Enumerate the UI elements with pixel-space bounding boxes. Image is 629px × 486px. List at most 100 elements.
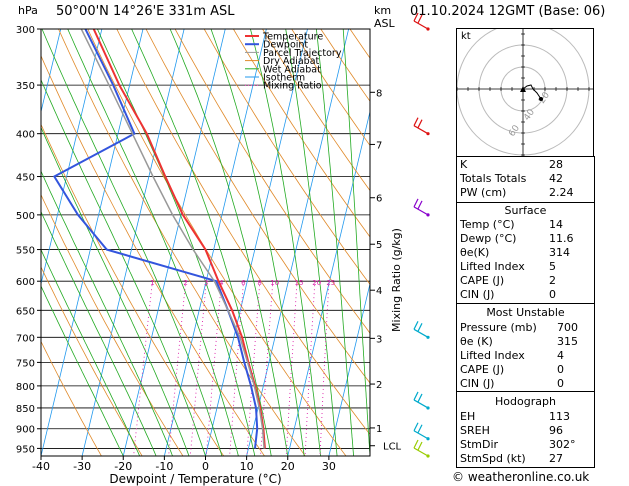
altitude-tick-label: 4 [376,286,382,297]
surface-cin-value: 0 [549,288,556,301]
dry-adiabat-line [41,340,102,456]
mixing-ratio-line [168,281,187,456]
wet-adiabat-line [342,29,370,456]
wind-barb-point [426,454,430,458]
pressure-tick-label: 850 [16,404,35,415]
wet-adiabat-line [41,248,141,456]
altitude-tick-label: 1 [376,424,382,435]
mu-thetae-value: 315 [557,335,578,348]
hodo-stmspd-value: 27 [549,452,563,465]
altitude-tick-label: LCL [383,442,402,453]
temperature-tick-label: -20 [114,460,132,473]
mixing-ratio-label: 10 [270,279,279,287]
wet-adiabat-line [285,29,338,456]
x-axis-title: Dewpoint / Temperature (°C) [109,472,281,486]
plot-frame [40,28,371,457]
wind-barb-flag [413,422,419,431]
isotherm-line [328,282,370,456]
temperature-line [92,29,266,449]
isotherm-line [205,29,308,456]
dry-adiabat-line [291,29,370,147]
altitude-tick-label: 7 [376,140,382,151]
hodograph-kt-label: kt [461,31,471,42]
hodo-stmdir-value: 302° [549,438,576,451]
surface-dewp-label: Dewp (°C) [460,232,517,245]
hodograph-panel: kt 20 40 60 [456,28,594,166]
wet-adiabat-line [131,29,272,456]
wind-barb-flag [413,198,419,208]
most-unstable-title: Most Unstable [486,306,565,319]
wet-adiabat-line [41,285,124,456]
wet-adiabat-line [41,78,206,456]
surface-cape-value: 2 [549,274,556,287]
isotherm-line [41,29,144,456]
isotherm-line [122,29,226,456]
pressure-tick-label: 750 [16,358,35,369]
mu-pressure-value: 700 [557,321,578,334]
mixing-ratio-label: 25 [326,279,335,287]
mixing-ratio-label: 8 [257,279,261,287]
surface-li-value: 5 [549,260,556,273]
mu-cape-label: CAPE (J) [460,363,505,376]
mixing-ratio-label: 2 [183,279,187,287]
legend-label: Dewpoint [263,40,308,51]
surface-li-label: Lifted Index [460,260,525,273]
mu-li-label: Lifted Index [460,349,525,362]
hpa-label: hPa [18,4,38,17]
pressure-tick-label: 500 [16,211,35,222]
legend-label: Wet Adiabat [263,64,321,75]
mu-pressure-label: Pressure (mb) [460,321,537,334]
isotherm-line [246,29,350,456]
temperature-tick-label: -10 [155,460,173,473]
dry-adiabat-line [145,29,370,384]
pressure-tick-label: 450 [16,173,35,184]
temperature-tick-label: -40 [32,460,50,473]
mu-cin-label: CIN (J) [460,377,495,390]
mixing-ratio-line [133,281,153,456]
legend-label: Parcel Trajectory [263,48,342,59]
copyright-footer: © weatheronline.co.uk [452,470,590,484]
altitude-tick-label: 3 [376,334,382,345]
wind-barb-flag [413,117,419,126]
pressure-tick-label: 950 [16,444,35,455]
dry-adiabat-line [41,54,265,456]
isotherm-line [287,109,370,456]
most-unstable-box: Most Unstable Pressure (mb) 700 θe (K) 3… [456,303,595,393]
indices-box: K 28 Totals Totals 42 PW (cm) 2.24 [456,156,595,204]
hodograph-trace [522,84,542,100]
temperature-tick-label: 20 [281,460,295,473]
temperature-tick-label: 0 [202,460,209,473]
hodo-sreh-label: SREH [460,424,490,437]
pressure-tick-label: 700 [16,333,35,344]
wind-barb-flag [417,14,423,24]
km-label: km [374,4,392,17]
surface-temp-label: Temp (°C) [460,218,515,231]
isotherm-line [163,29,267,456]
wind-barb-point [426,27,430,31]
wet-adiabat-line [316,29,354,456]
mixing-ratio-label: 6 [241,279,246,287]
surface-thetae-value: 314 [549,246,570,259]
dry-adiabat-line [262,29,370,192]
altitude-tick-label: 8 [376,88,382,99]
index-pw-value: 2.24 [549,186,574,199]
legend-label: Mixing Ratio [263,81,322,92]
dry-adiabat-line [41,123,225,456]
dry-adiabat-line [233,29,370,238]
hodo-sreh-value: 96 [549,424,563,437]
parcel-trajectory-line [80,29,265,449]
wind-barb [413,447,429,457]
wind-barb-flag [413,391,419,401]
wind-barb-flag [417,200,423,210]
pressure-tick-label: 550 [16,246,35,257]
mixing-ratio-label: 4 [219,279,224,287]
hodo-eh-label: EH [460,410,476,423]
wind-barb-point [426,213,430,217]
wet-adiabat-line [67,29,239,456]
hodograph-storm-motion-marker [520,86,526,92]
dry-adiabat-line [41,266,143,456]
hodograph-table: Hodograph EH 113 SREH 96 StmDir 302° Stm… [456,391,595,468]
wet-adiabat-line [41,29,223,456]
wind-barb-flag [417,323,423,332]
